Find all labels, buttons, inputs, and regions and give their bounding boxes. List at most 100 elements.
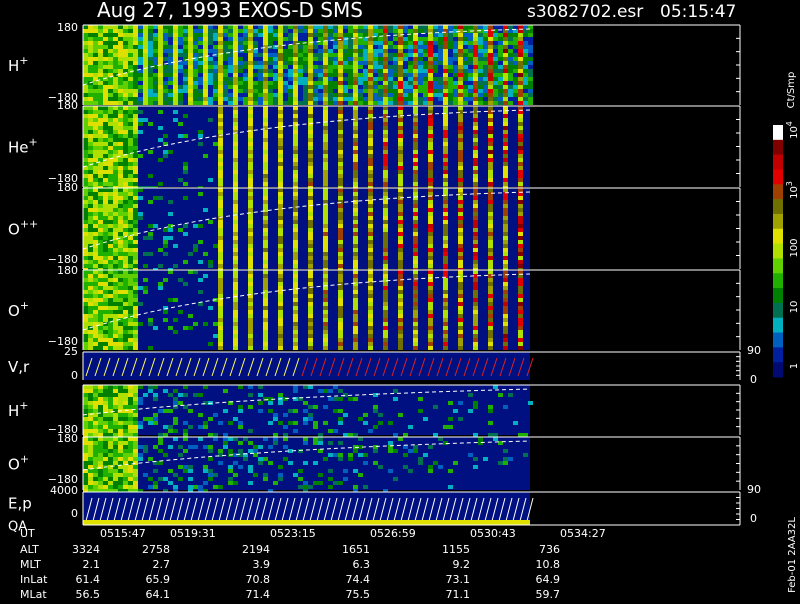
cell (338, 290, 343, 294)
colorbar-tick: 100 (789, 238, 800, 257)
cell (248, 81, 253, 85)
cell (248, 326, 253, 330)
cell (173, 118, 178, 122)
cell (473, 114, 478, 118)
file-name: s3082702.esr (527, 2, 643, 22)
cell (428, 306, 433, 310)
cell (248, 110, 253, 114)
cell (98, 93, 103, 97)
cell (428, 126, 433, 130)
cell (213, 25, 218, 29)
cell (98, 118, 103, 122)
cell (103, 29, 108, 33)
cell (383, 224, 388, 228)
cell (253, 85, 258, 89)
cell (148, 65, 153, 69)
cell (438, 93, 443, 97)
cell (273, 65, 278, 69)
cell (133, 445, 138, 449)
cell (88, 282, 93, 286)
cell (228, 477, 233, 481)
cell (248, 200, 253, 204)
cell (433, 433, 438, 437)
cell (193, 57, 198, 61)
cell (223, 53, 228, 57)
cell (398, 236, 403, 240)
cell (368, 182, 373, 186)
cell (128, 322, 133, 326)
cell (103, 441, 108, 445)
cell (83, 389, 88, 393)
cell (503, 150, 508, 154)
cell (403, 97, 408, 101)
cell (178, 45, 183, 49)
cell (233, 302, 238, 306)
cell (213, 322, 218, 326)
cell (423, 81, 428, 85)
cell (443, 158, 448, 162)
cell (303, 77, 308, 81)
cell (248, 465, 253, 469)
cell (458, 178, 463, 182)
cell (353, 130, 358, 134)
cell (473, 146, 478, 150)
trace (121, 357, 129, 377)
cell (113, 77, 118, 81)
cell (453, 45, 458, 49)
cell (368, 236, 373, 240)
cell (433, 73, 438, 77)
cell (158, 110, 163, 114)
cell (108, 200, 113, 204)
cell (98, 37, 103, 41)
cell (148, 89, 153, 93)
cell (253, 61, 258, 65)
cell (263, 314, 268, 318)
cell (343, 433, 348, 437)
cell (288, 73, 293, 77)
cell (123, 260, 128, 264)
cell (198, 224, 203, 228)
cell (108, 166, 113, 170)
cell (263, 260, 268, 264)
cell (308, 385, 313, 389)
cell (458, 318, 463, 322)
cell (373, 409, 378, 413)
cell (298, 33, 303, 37)
cell (353, 200, 358, 204)
cell (323, 457, 328, 461)
cell (458, 166, 463, 170)
cell (93, 385, 98, 389)
colorbar-cell (773, 139, 783, 156)
cell (83, 240, 88, 244)
cell (363, 85, 368, 89)
cell (273, 89, 278, 93)
cell (108, 461, 113, 465)
cell (313, 405, 318, 409)
cell (368, 154, 373, 158)
cell (138, 33, 143, 37)
cell (253, 101, 258, 105)
trace (218, 497, 226, 522)
cell (278, 342, 283, 346)
cell (308, 37, 313, 41)
cell (248, 282, 253, 286)
cell (308, 314, 313, 318)
cell (208, 342, 213, 346)
cell (303, 25, 308, 29)
cell (168, 93, 173, 97)
cell (158, 41, 163, 45)
cell (173, 37, 178, 41)
table-cell: UT (20, 527, 35, 540)
cell (508, 73, 513, 77)
cell (513, 53, 518, 57)
cell (258, 73, 263, 77)
cell (123, 473, 128, 477)
cell (463, 57, 468, 61)
cell (478, 25, 483, 29)
cell (393, 89, 398, 93)
cell (418, 93, 423, 97)
cell (138, 385, 143, 389)
cell (83, 200, 88, 204)
cell (228, 449, 233, 453)
cell (318, 25, 323, 29)
